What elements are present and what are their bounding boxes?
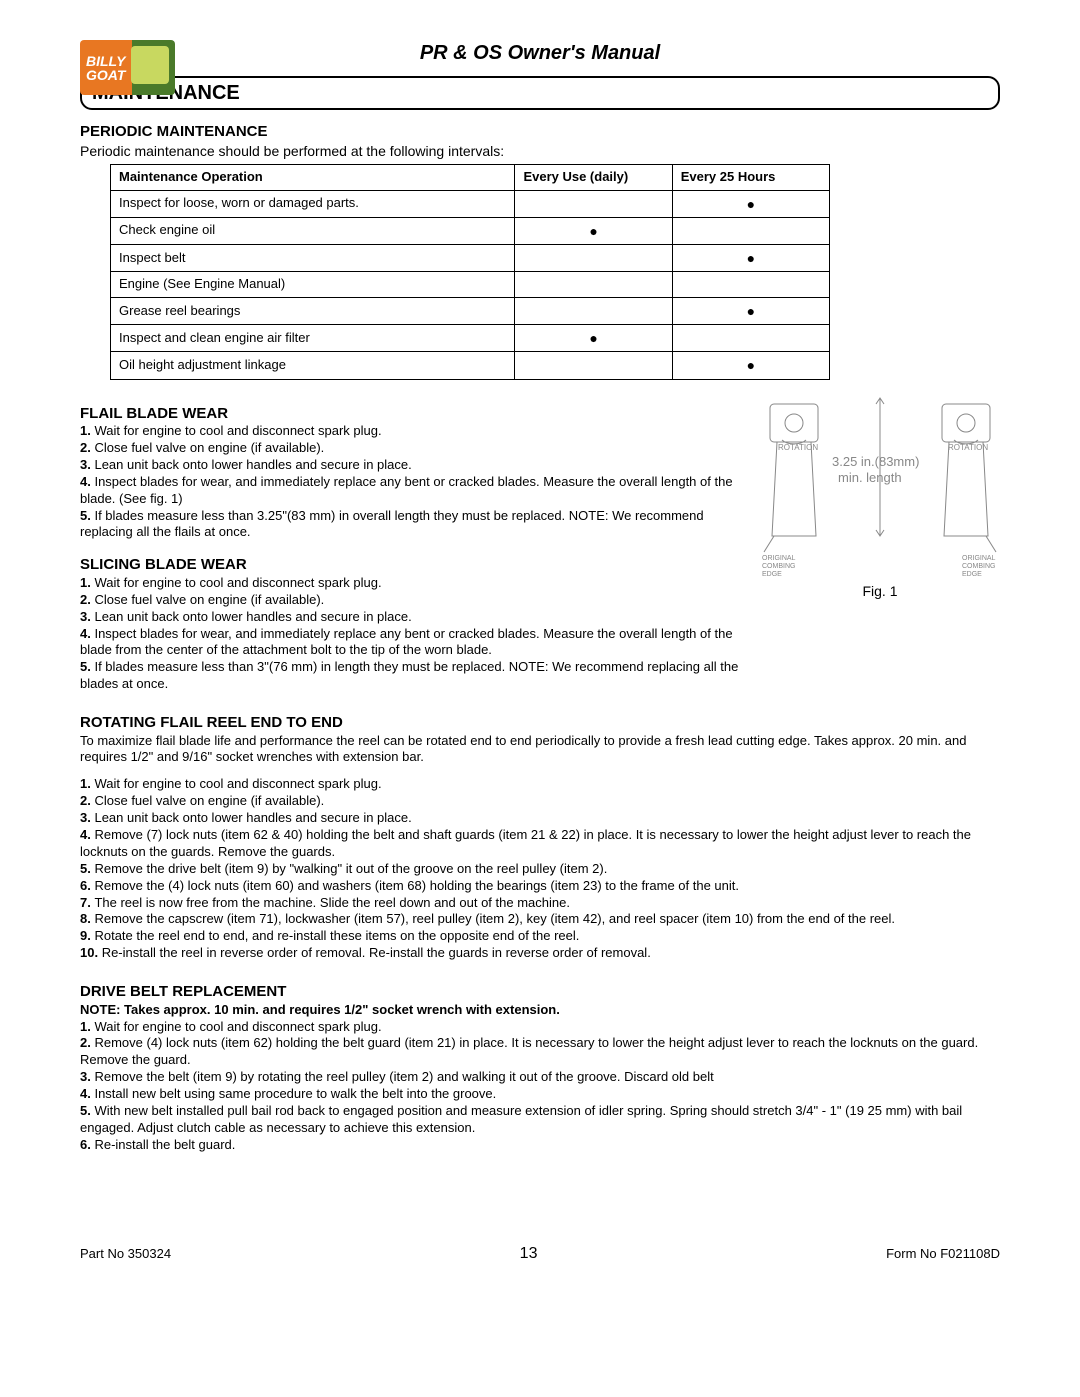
rotating-heading: ROTATING FLAIL REEL END TO END bbox=[80, 713, 1000, 733]
cell-25hours bbox=[672, 217, 829, 244]
section-title-box: MAINTENANCE bbox=[80, 76, 1000, 110]
table-row: Engine (See Engine Manual) bbox=[111, 272, 830, 298]
cell-daily bbox=[515, 298, 672, 325]
col-25hours: Every 25 Hours bbox=[672, 164, 829, 190]
rotating-intro: To maximize flail blade life and perform… bbox=[80, 733, 1000, 767]
body-line: 5. With new belt installed pull bail rod… bbox=[80, 1103, 1000, 1137]
figure-label: Fig. 1 bbox=[760, 582, 1000, 600]
cell-daily bbox=[515, 272, 672, 298]
col-daily: Every Use (daily) bbox=[515, 164, 672, 190]
body-line: 6. Re-install the belt guard. bbox=[80, 1137, 1000, 1154]
figure-svg: ROTATION ROTATION 3.25 in.(83mm) min. le… bbox=[760, 396, 1000, 576]
cell-daily bbox=[515, 190, 672, 217]
body-line: 4. Inspect blades for wear, and immediat… bbox=[80, 626, 748, 660]
table-row: Oil height adjustment linkage ● bbox=[111, 352, 830, 379]
rotating-lines: 1. Wait for engine to cool and disconnec… bbox=[80, 776, 1000, 962]
cell-25hours bbox=[672, 272, 829, 298]
belt-note: NOTE: Takes approx. 10 min. and requires… bbox=[80, 1002, 1000, 1019]
manual-title: PR & OS Owner's Manual bbox=[420, 40, 660, 66]
body-line: 1. Wait for engine to cool and disconnec… bbox=[80, 776, 1000, 793]
cell-25hours bbox=[672, 325, 829, 352]
cell-25hours: ● bbox=[672, 190, 829, 217]
periodic-intro: Periodic maintenance should be performed… bbox=[80, 142, 1000, 160]
flail-lines: 1. Wait for engine to cool and disconnec… bbox=[80, 423, 748, 541]
cell-25hours: ● bbox=[672, 244, 829, 271]
edge-label-left: ORIGINAL bbox=[762, 555, 796, 562]
blade-wear-text: FLAIL BLADE WEAR 1. Wait for engine to c… bbox=[80, 390, 748, 693]
body-line: 1. Wait for engine to cool and disconnec… bbox=[80, 575, 748, 592]
body-line: 5. If blades measure less than 3"(76 mm)… bbox=[80, 659, 748, 693]
slicing-lines: 1. Wait for engine to cool and disconnec… bbox=[80, 575, 748, 693]
cell-daily bbox=[515, 244, 672, 271]
dim-text-2: min. length bbox=[838, 470, 902, 485]
logo-mark: BILLY GOAT bbox=[80, 40, 175, 95]
body-line: 4. Install new belt using same procedure… bbox=[80, 1086, 1000, 1103]
table-row: Grease reel bearings ● bbox=[111, 298, 830, 325]
dim-text-1: 3.25 in.(83mm) bbox=[832, 454, 919, 469]
footer-part-no: Part No 350324 bbox=[80, 1246, 171, 1263]
cell-operation: Grease reel bearings bbox=[111, 298, 515, 325]
cell-25hours: ● bbox=[672, 298, 829, 325]
footer-page-number: 13 bbox=[520, 1244, 538, 1265]
table-row: Check engine oil● bbox=[111, 217, 830, 244]
figure-1: ROTATION ROTATION 3.25 in.(83mm) min. le… bbox=[760, 396, 1000, 601]
goat-icon bbox=[131, 46, 169, 84]
cell-operation: Inspect for loose, worn or damaged parts… bbox=[111, 190, 515, 217]
cell-25hours: ● bbox=[672, 352, 829, 379]
body-line: 7. The reel is now free from the machine… bbox=[80, 895, 1000, 912]
cell-daily bbox=[515, 352, 672, 379]
body-line: 2. Close fuel valve on engine (if availa… bbox=[80, 592, 748, 609]
svg-text:COMBING: COMBING bbox=[962, 563, 995, 570]
body-line: 3. Lean unit back onto lower handles and… bbox=[80, 810, 1000, 827]
rotation-right-label: ROTATION bbox=[948, 443, 988, 452]
svg-text:EDGE: EDGE bbox=[762, 571, 782, 576]
cell-operation: Inspect and clean engine air filter bbox=[111, 325, 515, 352]
body-line: 3. Remove the belt (item 9) by rotating … bbox=[80, 1069, 1000, 1086]
body-line: 5. Remove the drive belt (item 9) by "wa… bbox=[80, 861, 1000, 878]
page-header: BILLY GOAT PR & OS Owner's Manual bbox=[80, 40, 1000, 66]
table-row: Inspect and clean engine air filter● bbox=[111, 325, 830, 352]
edge-label-right: ORIGINAL bbox=[962, 555, 996, 562]
periodic-heading: PERIODIC MAINTENANCE bbox=[80, 122, 1000, 142]
body-line: 6. Remove the (4) lock nuts (item 60) an… bbox=[80, 878, 1000, 895]
cell-daily: ● bbox=[515, 325, 672, 352]
body-line: 5. If blades measure less than 3.25"(83 … bbox=[80, 508, 748, 542]
body-line: 2. Close fuel valve on engine (if availa… bbox=[80, 793, 1000, 810]
table-row: Inspect belt ● bbox=[111, 244, 830, 271]
cell-operation: Oil height adjustment linkage bbox=[111, 352, 515, 379]
body-line: 8. Remove the capscrew (item 71), lockwa… bbox=[80, 911, 1000, 928]
footer-form-no: Form No F021108D bbox=[886, 1246, 1000, 1263]
body-line: 1. Wait for engine to cool and disconnec… bbox=[80, 423, 748, 440]
rotation-left-label: ROTATION bbox=[778, 443, 818, 452]
slicing-heading: SLICING BLADE WEAR bbox=[80, 555, 748, 575]
body-line: 9. Rotate the reel end to end, and re-in… bbox=[80, 928, 1000, 945]
flail-heading: FLAIL BLADE WEAR bbox=[80, 404, 748, 424]
body-line: 10. Re-install the reel in reverse order… bbox=[80, 945, 1000, 962]
body-line: 3. Lean unit back onto lower handles and… bbox=[80, 609, 748, 626]
col-operation: Maintenance Operation bbox=[111, 164, 515, 190]
body-line: 2. Remove (4) lock nuts (item 62) holdin… bbox=[80, 1035, 1000, 1069]
page-footer: Part No 350324 13 Form No F021108D bbox=[80, 1244, 1000, 1265]
brand-logo: BILLY GOAT bbox=[80, 40, 175, 95]
belt-heading: DRIVE BELT REPLACEMENT bbox=[80, 982, 1000, 1002]
table-header-row: Maintenance Operation Every Use (daily) … bbox=[111, 164, 830, 190]
svg-text:EDGE: EDGE bbox=[962, 571, 982, 576]
body-line: 2. Close fuel valve on engine (if availa… bbox=[80, 440, 748, 457]
table-row: Inspect for loose, worn or damaged parts… bbox=[111, 190, 830, 217]
cell-operation: Check engine oil bbox=[111, 217, 515, 244]
cell-operation: Engine (See Engine Manual) bbox=[111, 272, 515, 298]
svg-text:COMBING: COMBING bbox=[762, 563, 795, 570]
cell-operation: Inspect belt bbox=[111, 244, 515, 271]
body-line: 4. Remove (7) lock nuts (item 62 & 40) h… bbox=[80, 827, 1000, 861]
belt-lines: 1. Wait for engine to cool and disconnec… bbox=[80, 1019, 1000, 1154]
maintenance-table: Maintenance Operation Every Use (daily) … bbox=[110, 164, 830, 380]
body-line: 3. Lean unit back onto lower handles and… bbox=[80, 457, 748, 474]
blade-wear-section: FLAIL BLADE WEAR 1. Wait for engine to c… bbox=[80, 390, 1000, 693]
body-line: 1. Wait for engine to cool and disconnec… bbox=[80, 1019, 1000, 1036]
section-title: MAINTENANCE bbox=[92, 80, 988, 106]
cell-daily: ● bbox=[515, 217, 672, 244]
body-line: 4. Inspect blades for wear, and immediat… bbox=[80, 474, 748, 508]
